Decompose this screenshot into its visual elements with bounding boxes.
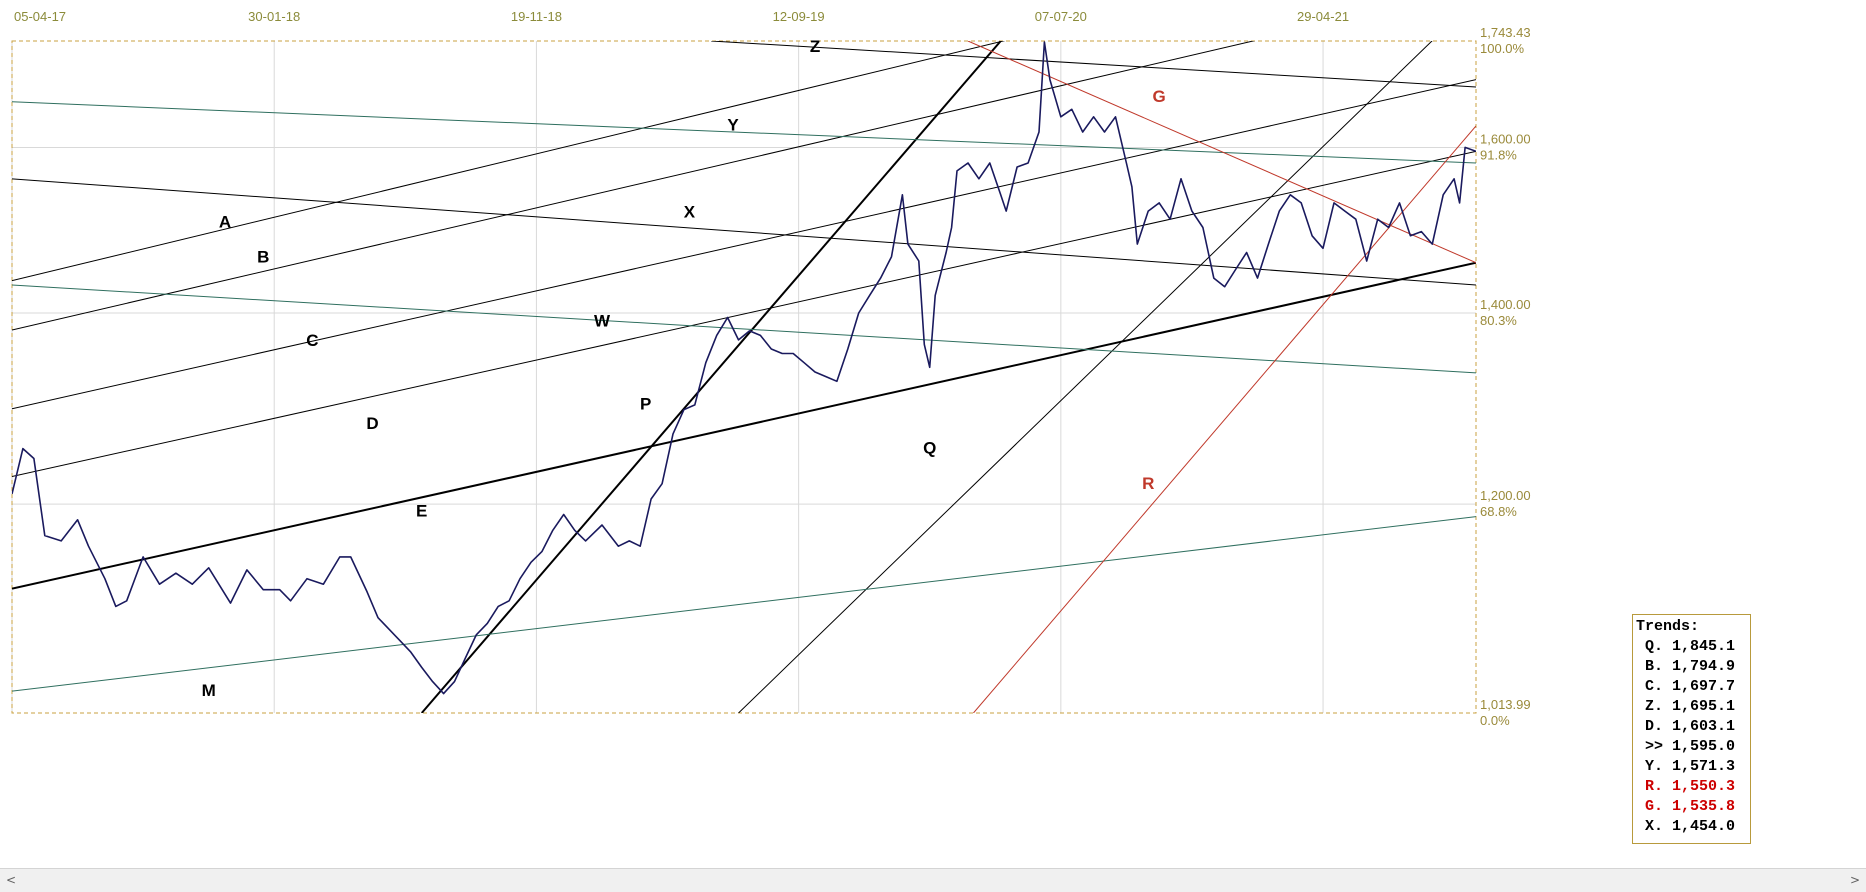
y-tick-price-label: 1,600.00 (1480, 131, 1531, 146)
trend-label-a: A (219, 212, 231, 231)
trend-line-g (967, 41, 1476, 264)
trend-label-c: C (306, 331, 318, 350)
y-tick-percent-label: 100.0% (1480, 41, 1525, 56)
trend-line-w (12, 284, 1476, 374)
legend-item: D. 1,603.1 (1645, 718, 1736, 735)
x-tick-label: 05-04-17 (14, 9, 66, 24)
x-tick-label: 12-09-19 (773, 9, 825, 24)
trend-label-m: M (202, 681, 216, 700)
trend-label-r: R (1142, 474, 1154, 493)
trend-line-z (711, 41, 1476, 88)
trend-line-q (738, 41, 1433, 713)
y-tick-percent-label: 91.8% (1480, 147, 1517, 162)
y-tick-price-label: 1,013.99 (1480, 697, 1531, 712)
y-tick-price-label: 1,400.00 (1480, 297, 1531, 312)
trend-label-b: B (257, 248, 269, 267)
trend-line-c (12, 79, 1476, 410)
trend-label-z: Z (810, 37, 820, 56)
trend-label-w: W (594, 311, 611, 330)
legend-item: Q. 1,845.1 (1645, 638, 1736, 655)
x-tick-label: 07-07-20 (1035, 9, 1087, 24)
price-line (12, 41, 1476, 695)
y-tick-price-label: 1,200.00 (1480, 488, 1531, 503)
trend-line-b (12, 41, 1256, 331)
trend-line-y (12, 101, 1476, 164)
horizontal-scrollbar[interactable]: < > (0, 868, 1866, 892)
trend-lines (12, 41, 1476, 713)
axes: 05-04-17 30-01-18 19-11-18 12-09-19 07-07-20… (14, 9, 1531, 728)
trend-line-p (420, 41, 1002, 713)
x-tick-label: 29-04-21 (1297, 9, 1349, 24)
trend-line-r (973, 125, 1476, 713)
legend-item: Y. 1,571.3 (1645, 758, 1736, 775)
legend-item: X. 1,454.0 (1645, 818, 1736, 835)
legend-rows: Q. 1,845.1 B. 1,794.9 C. 1,697.7 Z. 1,695.1… (1636, 637, 1747, 837)
trend-label-g: G (1153, 87, 1166, 106)
legend-title: Trends: (1636, 618, 1700, 635)
trend-label-e: E (416, 502, 427, 521)
legend-item: B. 1,794.9 (1645, 658, 1736, 675)
trend-line-labels: A B C D E M W P X Y Z Q G R (202, 37, 1166, 700)
x-tick-label: 30-01-18 (248, 9, 300, 24)
trend-line-a (12, 41, 1006, 282)
trend-label-q: Q (923, 439, 936, 458)
trend-label-x: X (684, 203, 696, 222)
legend-item: C. 1,697.7 (1645, 678, 1736, 695)
x-tick-label: 19-11-18 (511, 9, 562, 24)
legend-item: R. 1,550.3 (1645, 778, 1736, 795)
trend-line-m (12, 516, 1476, 692)
legend-item: >> 1,595.0 (1645, 738, 1736, 755)
trend-label-p: P (640, 395, 651, 414)
trend-line-d (12, 150, 1476, 478)
trend-label-d: D (366, 414, 378, 433)
trend-label-y: Y (727, 116, 739, 135)
trend-line-x (12, 178, 1476, 286)
y-tick-percent-label: 68.8% (1480, 504, 1517, 519)
grid (11, 40, 1477, 714)
price-series (12, 41, 1476, 695)
legend-item: Z. 1,695.1 (1645, 698, 1736, 715)
legend-item: G. 1,535.8 (1645, 798, 1736, 815)
plot-frame (11, 40, 1477, 714)
trend-legend: Trends: Q. 1,845.1 B. 1,794.9 C. 1,697.7 Z.… (1632, 614, 1751, 844)
y-tick-price-label: 1,743.43 (1480, 25, 1531, 40)
scroll-left-button[interactable]: < (5, 873, 17, 887)
y-tick-percent-label: 80.3% (1480, 313, 1517, 328)
scroll-right-button[interactable]: > (1849, 873, 1861, 887)
y-tick-percent-label: 0.0% (1480, 713, 1510, 728)
trend-line-e (12, 261, 1476, 590)
